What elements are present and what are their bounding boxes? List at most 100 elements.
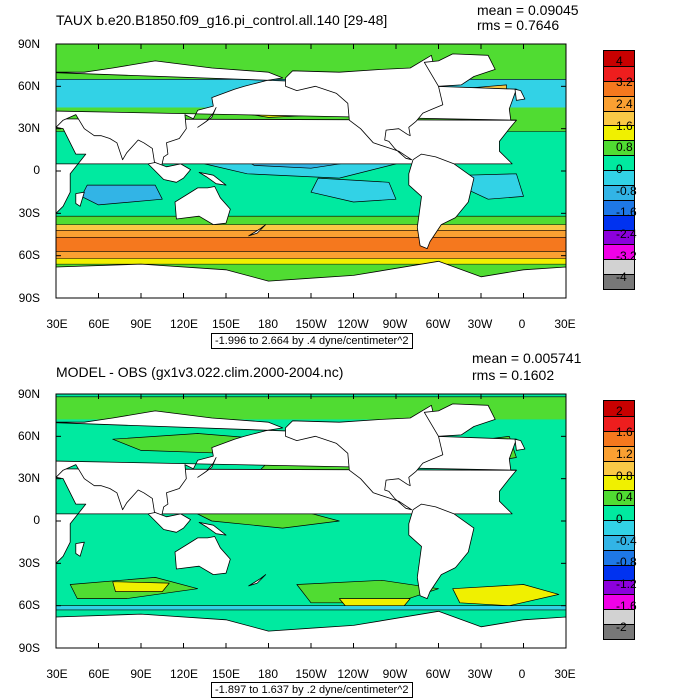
colorbar-label: 1.6 [616, 118, 633, 133]
colorbar-swatch [604, 51, 634, 66]
landmass-antarctica [56, 610, 566, 648]
colorbar-label: 3.2 [616, 75, 633, 90]
lon-label: 60E [88, 667, 110, 681]
lon-label: 60W [425, 667, 451, 681]
colorbar-swatch [604, 155, 634, 170]
rms-value: rms = 0.7646 [477, 17, 560, 33]
colorbar [603, 400, 635, 640]
colorbar-label: -1.2 [616, 576, 637, 591]
shaded-band [56, 237, 566, 252]
colorbar-swatch [604, 609, 634, 625]
contour-range-label: -1.897 to 1.637 by .2 dyne/centimeter^2 [211, 682, 413, 698]
contour-region [296, 579, 439, 604]
colorbar-label: 4 [616, 53, 623, 68]
map-plot [55, 43, 567, 299]
contour-region [452, 584, 560, 607]
colorbar-label: -0.8 [616, 183, 637, 198]
lon-label: 120E [169, 317, 199, 331]
land-mask [56, 403, 566, 648]
landmass-africa [56, 468, 517, 564]
landmass-uk [514, 438, 526, 451]
lat-label: 30S [18, 556, 40, 570]
landmass-indonesia [147, 162, 191, 183]
landmass-namerica [285, 404, 444, 511]
colorbar-swatch [604, 199, 634, 215]
colorbar-swatch [604, 214, 634, 230]
landmass-japan [197, 457, 217, 478]
landmass-namerica [285, 54, 444, 161]
lat-label: 90N [17, 37, 40, 51]
colorbar-swatch [604, 549, 634, 565]
colorbar-swatch [604, 430, 634, 446]
colorbar-label: 1.6 [616, 425, 633, 440]
lat-label: 0 [33, 163, 40, 177]
colorbar-label: -1.6 [616, 205, 637, 220]
colorbar-label: -0.4 [616, 533, 637, 548]
colorbar-label: 1.2 [616, 447, 633, 462]
colorbar-label: 0.8 [616, 140, 633, 155]
colorbar-swatch [604, 594, 634, 610]
landmass-australia [174, 536, 231, 575]
colorbar-label: 0.8 [616, 468, 633, 483]
colorbar-swatch [604, 460, 634, 476]
panel-title: MODEL - OBS (gx1v3.022.clim.2000-2004.nc… [56, 364, 344, 380]
lon-label: 90E [130, 667, 152, 681]
colorbar-swatch [604, 520, 634, 535]
lon-label: 120W [337, 317, 369, 331]
colorbar-label: -2.4 [616, 226, 637, 241]
shaded-band [56, 258, 566, 265]
colorbar-swatch [604, 534, 634, 550]
colorbar-swatch [604, 184, 634, 200]
colorbar-swatch [604, 475, 634, 491]
contour-region [310, 177, 397, 203]
rms-value: rms = 0.1602 [472, 367, 555, 383]
landmass-uk [514, 88, 526, 101]
landmass-japan [197, 107, 217, 128]
colorbar-swatch [604, 415, 634, 431]
panel-model-minus-obs: MODEL - OBS (gx1v3.022.clim.2000-2004.nc… [0, 350, 700, 700]
colorbar-swatch [604, 110, 634, 126]
colorbar-label: -4 [616, 270, 627, 285]
lon-label: 60W [425, 317, 451, 331]
lat-label: 60N [17, 79, 40, 93]
landmass-newguinea [198, 172, 227, 186]
colorbar-swatch [604, 445, 634, 461]
lon-label: 90E [130, 317, 152, 331]
lat-label: 90S [18, 641, 40, 655]
landmass-greenland [423, 53, 496, 87]
colorbar-swatch [604, 505, 634, 520]
lat-label: 30N [17, 471, 40, 485]
colorbar-swatch [604, 140, 634, 156]
colorbar-swatch [604, 564, 634, 580]
colorbar-label: -1.6 [616, 598, 637, 613]
colorbar-swatch [604, 80, 634, 96]
colorbar-swatch [604, 624, 634, 639]
landmass-australia [174, 186, 231, 225]
shaded-band [56, 251, 566, 259]
lat-label: 30S [18, 206, 40, 220]
colorbar-label: 0.4 [616, 490, 633, 505]
landmass-samerica [408, 153, 475, 249]
shaded-band [56, 224, 566, 231]
landmass-madagascar [75, 191, 85, 207]
lon-label: 180 [257, 317, 279, 331]
lon-label: 30E [46, 317, 68, 331]
lon-label: 0 [518, 667, 526, 681]
colorbar-swatch [604, 259, 634, 275]
mean-value: mean = 0.09045 [477, 2, 579, 18]
lon-label: 150W [295, 317, 327, 331]
lat-label: 90S [18, 291, 40, 305]
colorbar-label: 0 [616, 512, 623, 526]
colorbar-swatch [604, 229, 634, 245]
colorbar-swatch [604, 401, 634, 416]
colorbar-swatch [604, 95, 634, 111]
lon-label: 60E [88, 317, 110, 331]
shaded-band [56, 216, 566, 225]
landmass-nz [248, 574, 267, 587]
colorbar-label: 0 [616, 162, 623, 176]
lon-label: 0 [518, 317, 526, 331]
colorbar-label: -3.2 [616, 248, 637, 263]
lon-label: 30E [46, 667, 68, 681]
shaded-band [56, 605, 566, 610]
colorbar-swatch [604, 244, 634, 260]
